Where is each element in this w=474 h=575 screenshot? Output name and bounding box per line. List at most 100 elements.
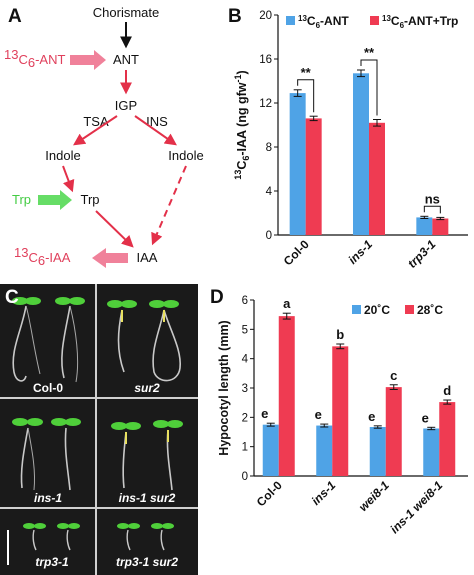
node-indole-left: Indole: [45, 148, 80, 163]
stat-letter-d: d: [443, 383, 451, 398]
seedling-group-ins1: [12, 418, 81, 491]
bar-d-1-3: [439, 402, 456, 476]
x-tick-label-d: wei8-1: [356, 478, 392, 514]
x-tick-label-d: ins-1 wei8-1: [387, 478, 445, 536]
node-indole-right: Indole: [168, 148, 203, 163]
seedling-group-col0: [12, 297, 85, 383]
y-tick-label-b: 16: [259, 54, 272, 66]
significance-label-b: ns: [425, 191, 440, 206]
y-tick-label-b: 0: [266, 230, 272, 242]
enzyme-ins: INS: [146, 114, 168, 129]
photo-label-sur2: sur2: [134, 381, 160, 395]
y-tick-label-b: 8: [266, 142, 272, 154]
bar-b-0-0: [289, 93, 306, 235]
seedling-group-trp3: [7, 523, 80, 565]
x-tick-label-b: trp3-1: [405, 237, 439, 271]
panel-letter-a: A: [8, 6, 22, 27]
photo-label-trp3: trp3-1: [35, 555, 69, 569]
node-igp: IGP: [115, 98, 137, 113]
arrow-indole-trp: [62, 165, 75, 193]
bar-d-1-1: [332, 346, 349, 476]
seedling-group-sur2: [107, 300, 181, 382]
y-tick-label-d: 2: [242, 412, 248, 424]
significance-bracket-b: [297, 79, 315, 113]
legend-swatch-b: [286, 16, 295, 25]
photo-label-trp3-sur2: trp3-1 sur2: [116, 555, 178, 569]
panel-b: B 0 4 8 12 16 20 13C6-IAA (ng gfw-1) Col-0 ins-1…: [228, 6, 468, 271]
seedling-group-ins1-sur2: [111, 420, 183, 491]
bar-d-0-3: [423, 428, 440, 476]
node-ant: ANT: [113, 52, 139, 67]
x-tick-label-d: ins-1: [309, 478, 339, 508]
legend-label-b: 13C6-ANT: [298, 14, 349, 30]
photo-label-ins1-sur2: ins-1 sur2: [119, 491, 176, 505]
significance-label-b: **: [301, 65, 312, 80]
bar-b-1-1: [369, 122, 385, 235]
y-tick-label-d: 3: [242, 383, 248, 395]
node-trp: Trp: [80, 192, 99, 207]
panel-a: A Chorismate ANT 13C6-ANT IGP TSA INS In…: [4, 5, 204, 268]
y-tick-label-b: 12: [259, 98, 272, 110]
seedling-group-trp3-sur2: [117, 523, 174, 551]
x-tick-label-d: Col-0: [254, 478, 285, 509]
input-trp-arrow: [38, 190, 72, 210]
arrow-igp-indole-right: [134, 115, 177, 146]
y-tick-label-b: 20: [259, 10, 272, 22]
bar-d-1-0: [278, 316, 295, 476]
legend-label-d: 28˚C: [417, 303, 443, 317]
panel-d: D 0 1 2 3 4 5 6 Hypocotyl length (mm) e a Col-0 e b i…: [210, 287, 468, 536]
y-axis-label-b: 13C6-IAA (ng gfw-1): [233, 70, 251, 179]
legend-swatch-d: [352, 305, 361, 314]
arrow-trp-iaa: [95, 210, 134, 248]
stat-letter-d: a: [283, 296, 291, 311]
stat-letter-d: c: [390, 368, 397, 383]
chart-d: 0 1 2 3 4 5 6 Hypocotyl length (mm) e a Col-0 e b ins…: [217, 295, 468, 536]
x-tick-label-b: ins-1: [345, 237, 375, 267]
y-tick-label-b: 4: [266, 186, 273, 198]
bar-d-1-2: [385, 387, 402, 476]
legend-swatch-d: [405, 305, 414, 314]
node-chorismate: Chorismate: [93, 5, 159, 20]
photo-background: [0, 284, 198, 575]
legend-swatch-b: [370, 16, 379, 25]
y-tick-label-d: 6: [242, 295, 248, 307]
stat-letter-d: e: [368, 409, 375, 424]
chart-b: 0 4 8 12 16 20 13C6-IAA (ng gfw-1) Col-0 ins-1 tr…: [233, 10, 468, 271]
output-iaa-label: 13C6-IAA: [14, 245, 71, 268]
x-tick-label-b: Col-0: [281, 237, 312, 268]
input-ant-arrow: [70, 50, 106, 70]
bar-d-0-0: [262, 424, 279, 476]
stat-letter-d: b: [336, 327, 344, 342]
bar-b-1-2: [432, 218, 449, 235]
photo-label-col0: Col-0: [33, 381, 63, 395]
stat-letter-d: e: [315, 407, 322, 422]
arrow-indole-iaa-dashed: [151, 165, 187, 246]
input-ant-label: 13C6-ANT: [4, 47, 65, 70]
legend-label-d: 20˚C: [364, 303, 390, 317]
bar-b-0-2: [416, 217, 433, 235]
y-tick-label-d: 5: [242, 324, 248, 336]
y-axis-label-d: Hypocotyl length (mm): [217, 320, 231, 455]
panel-c: C Col-0 sur2 ins-1 ins-1 sur2 trp3-1 trp…: [0, 284, 198, 575]
photo-label-ins1: ins-1: [34, 491, 62, 505]
significance-bracket-b: [423, 205, 441, 214]
y-tick-label-d: 4: [242, 354, 249, 366]
significance-label-b: **: [364, 45, 375, 60]
input-trp-label: Trp: [12, 192, 31, 207]
panel-letter-c: C: [5, 287, 19, 308]
arrow-igp-indole-left: [73, 115, 118, 146]
bar-b-0-1: [353, 73, 369, 235]
stat-letter-d: e: [261, 406, 268, 421]
y-tick-label-d: 1: [242, 442, 248, 454]
panel-letter-d: D: [210, 287, 224, 308]
stat-letter-d: e: [422, 410, 429, 425]
y-tick-label-d: 0: [242, 471, 248, 483]
node-iaa: IAA: [137, 250, 158, 265]
bar-b-1-0: [305, 118, 322, 235]
bar-d-0-2: [369, 427, 386, 476]
significance-bracket-b: [360, 59, 378, 116]
legend-label-b: 13C6-ANT+Trp: [382, 14, 458, 30]
bar-d-0-1: [316, 425, 333, 476]
panel-letter-b: B: [228, 6, 242, 27]
